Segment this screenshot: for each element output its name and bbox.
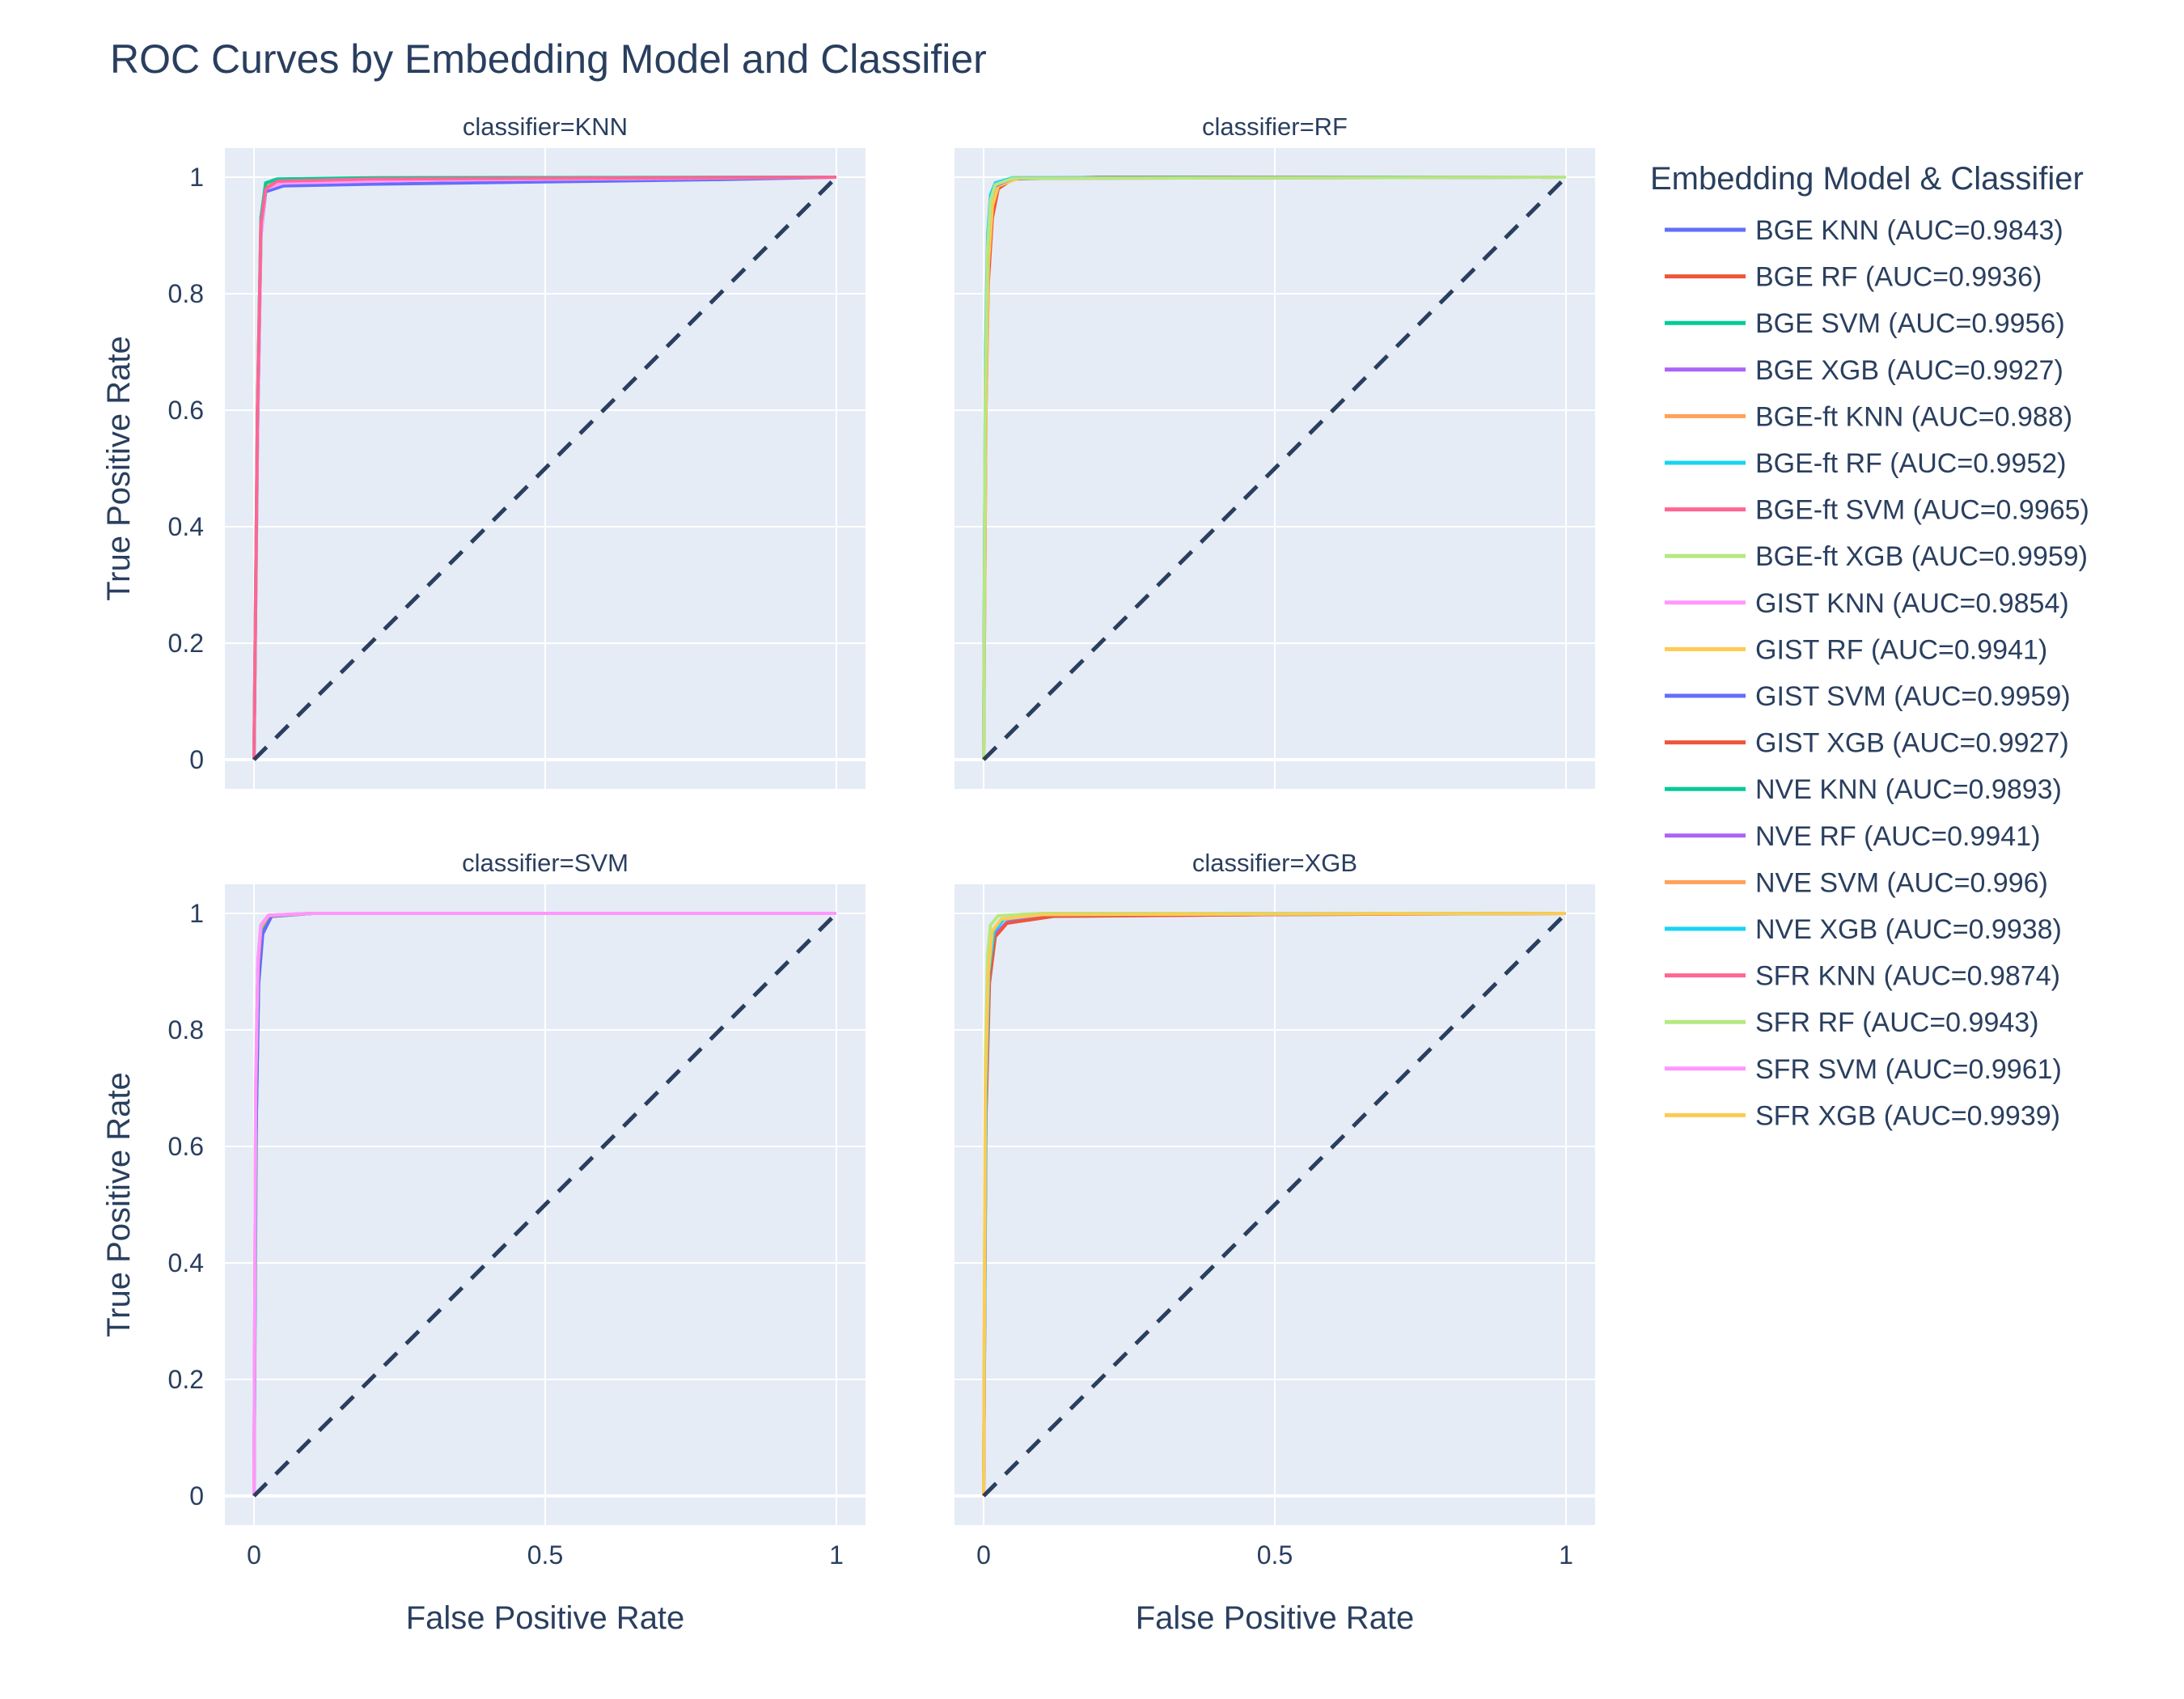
- diagonal-reference: [982, 176, 1568, 761]
- legend-item[interactable]: SFR XGB (AUC=0.9939): [1665, 1100, 2060, 1131]
- legend-item[interactable]: GIST SVM (AUC=0.9959): [1665, 681, 2071, 712]
- legend-label: BGE RF (AUC=0.9936): [1755, 262, 2042, 293]
- legend-label: NVE XGB (AUC=0.9938): [1755, 914, 2062, 945]
- legend: Embedding Model & Classifier BGE KNN (AU…: [1650, 161, 2089, 1131]
- y-tick-label: 0.2: [168, 1365, 204, 1394]
- legend-item[interactable]: BGE KNN (AUC=0.9843): [1665, 215, 2063, 246]
- legend-item[interactable]: BGE-ft SVM (AUC=0.9965): [1665, 495, 2089, 526]
- panel-xgb: classifier=XGB 0 0.5 1 False Positive Rate: [954, 849, 1595, 1636]
- legend-label: SFR KNN (AUC=0.9874): [1755, 961, 2060, 992]
- legend-item[interactable]: BGE-ft RF (AUC=0.9952): [1665, 448, 2067, 479]
- legend-label: GIST SVM (AUC=0.9959): [1755, 681, 2071, 712]
- legend-label: BGE-ft XGB (AUC=0.9959): [1755, 541, 2088, 572]
- y-tick-label: 0.2: [168, 629, 204, 658]
- legend-item[interactable]: BGE-ft XGB (AUC=0.9959): [1665, 541, 2088, 572]
- y-tick-label: 1: [189, 163, 204, 192]
- y-axis-label: True Positive Rate: [101, 1072, 137, 1337]
- legend-label: GIST RF (AUC=0.9941): [1755, 634, 2047, 665]
- roc-curve: [252, 912, 836, 1497]
- x-tick-label: 0: [247, 1540, 261, 1570]
- chart-title: ROC Curves by Embedding Model and Classi…: [110, 36, 987, 82]
- panel-rf: classifier=RF: [954, 112, 1595, 789]
- y-tick-label: 0.4: [168, 512, 204, 541]
- subplot-title: classifier=RF: [1202, 112, 1348, 141]
- y-tick-label: 1: [189, 899, 204, 928]
- y-tick-label: 0.8: [168, 1015, 204, 1044]
- legend-item[interactable]: SFR RF (AUC=0.9943): [1665, 1007, 2039, 1038]
- legend-item[interactable]: NVE RF (AUC=0.9941): [1665, 821, 2040, 852]
- diagonal-reference: [252, 176, 838, 761]
- legend-label: SFR XGB (AUC=0.9939): [1755, 1100, 2060, 1131]
- y-tick-label: 0: [189, 745, 204, 774]
- legend-item[interactable]: SFR KNN (AUC=0.9874): [1665, 961, 2060, 992]
- legend-item[interactable]: GIST XGB (AUC=0.9927): [1665, 728, 2069, 759]
- legend-label: NVE SVM (AUC=0.996): [1755, 867, 2048, 898]
- legend-label: SFR SVM (AUC=0.9961): [1755, 1054, 2062, 1085]
- legend-item[interactable]: BGE XGB (AUC=0.9927): [1665, 355, 2063, 386]
- y-tick-label: 0.6: [168, 396, 204, 425]
- y-axis-label: True Positive Rate: [101, 336, 137, 601]
- y-tick-label: 0.6: [168, 1132, 204, 1161]
- legend-label: NVE RF (AUC=0.9941): [1755, 821, 2040, 852]
- panel-svm: classifier=SVM 0 0.2 0.4 0.6 0.8 1 True Positiv…: [101, 849, 866, 1636]
- legend-title: Embedding Model & Classifier: [1650, 161, 2084, 197]
- x-tick-label: 1: [1559, 1540, 1573, 1570]
- x-tick-label: 1: [829, 1540, 844, 1570]
- y-tick-label: 0.4: [168, 1248, 204, 1277]
- roc-curve: [252, 176, 837, 761]
- y-tick-label: 0: [189, 1481, 204, 1510]
- legend-label: GIST XGB (AUC=0.9927): [1755, 728, 2069, 759]
- x-tick-label: 0: [976, 1540, 991, 1570]
- x-tick-label: 0.5: [1257, 1540, 1293, 1570]
- x-axis-label: False Positive Rate: [406, 1600, 685, 1636]
- legend-label: BGE-ft SVM (AUC=0.9965): [1755, 495, 2089, 526]
- legend-item[interactable]: BGE SVM (AUC=0.9956): [1665, 308, 2065, 339]
- y-tick-label: 0.8: [168, 279, 204, 308]
- legend-label: BGE-ft KNN (AUC=0.988): [1755, 401, 2072, 432]
- legend-item[interactable]: BGE RF (AUC=0.9936): [1665, 262, 2042, 293]
- legend-label: BGE KNN (AUC=0.9843): [1755, 215, 2063, 246]
- legend-item[interactable]: GIST KNN (AUC=0.9854): [1665, 588, 2069, 619]
- panel-knn: classifier=KNN 0 0.2 0.4 0.6 0.8 1 True Positiv…: [101, 112, 866, 789]
- legend-item[interactable]: NVE KNN (AUC=0.9893): [1665, 774, 2062, 805]
- diagonal-reference: [982, 912, 1568, 1498]
- x-axis-label: False Positive Rate: [1136, 1600, 1415, 1636]
- legend-item[interactable]: NVE SVM (AUC=0.996): [1665, 867, 2048, 898]
- subplot-title: classifier=KNN: [463, 112, 628, 141]
- legend-item[interactable]: BGE-ft KNN (AUC=0.988): [1665, 401, 2072, 432]
- legend-label: BGE SVM (AUC=0.9956): [1755, 308, 2065, 339]
- subplot-title: classifier=SVM: [462, 849, 629, 877]
- roc-curve: [982, 912, 1567, 1497]
- legend-item[interactable]: NVE XGB (AUC=0.9938): [1665, 914, 2062, 945]
- legend-label: SFR RF (AUC=0.9943): [1755, 1007, 2039, 1038]
- x-tick-label: 0.5: [527, 1540, 563, 1570]
- legend-label: BGE-ft RF (AUC=0.9952): [1755, 448, 2067, 479]
- legend-label: NVE KNN (AUC=0.9893): [1755, 774, 2062, 805]
- legend-item[interactable]: SFR SVM (AUC=0.9961): [1665, 1054, 2062, 1085]
- subplot-title: classifier=XGB: [1192, 849, 1357, 877]
- legend-label: GIST KNN (AUC=0.9854): [1755, 588, 2069, 619]
- legend-item[interactable]: GIST RF (AUC=0.9941): [1665, 634, 2047, 665]
- diagonal-reference: [252, 912, 838, 1498]
- legend-label: BGE XGB (AUC=0.9927): [1755, 355, 2063, 386]
- roc-curve: [982, 176, 1567, 761]
